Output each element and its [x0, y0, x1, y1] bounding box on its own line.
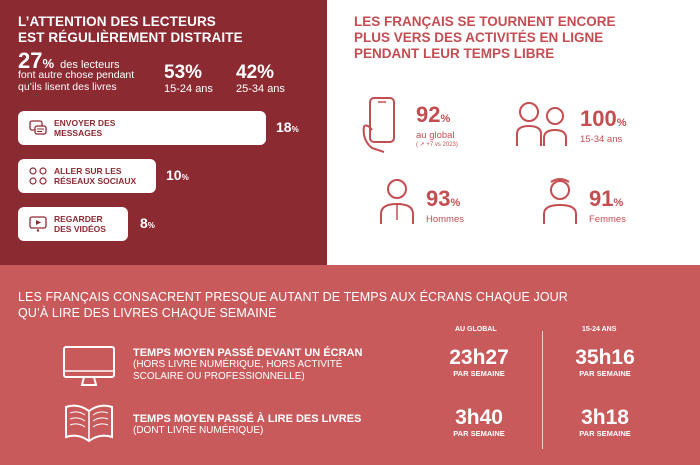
distracted-desc: font autre chose pendant qu’ils lisent d…: [18, 69, 135, 93]
stat-25-34-value: 42%: [236, 62, 275, 83]
reading-time-global-value: 3h40: [455, 406, 503, 429]
screen-time-detail-1: (HORS LIVRE NUMÉRIQUE, HORS ACTIVITÉ: [133, 359, 343, 370]
attention-title-line2: EST RÉGULIÈREMENT DISTRAITE: [18, 30, 243, 45]
distracted-value: 27: [18, 48, 43, 73]
stat-global-value: 92: [416, 102, 441, 127]
bottom-title-line1: LES FRANÇAIS CONSACRENT PRESQUE AUTANT D…: [18, 290, 568, 304]
reading-time-global: 3h40 PAR SEMAINE: [434, 407, 524, 439]
reading-time-15-24-value: 3h18: [581, 406, 629, 429]
distracted-desc-inline: des lecteurs: [60, 59, 120, 71]
monitor-icon: [63, 346, 115, 386]
activity-social: ALLER SUR LES RÉSEAUX SOCIAUX: [18, 159, 156, 193]
videos-unit: %: [147, 221, 155, 230]
videos-label-1: REGARDER: [54, 214, 103, 224]
reading-time-15-24: 3h18 PAR SEMAINE: [560, 407, 650, 439]
screen-time-global-unit: PAR SEMAINE: [453, 369, 505, 378]
stat-15-24: 53% 15-24 ans: [164, 62, 213, 96]
reading-time-15-24-unit: PAR SEMAINE: [579, 429, 631, 438]
online-title-line2: PLUS VERS DES ACTIVITÉS EN LIGNE: [354, 30, 604, 45]
social-label-1: ALLER SUR LES: [54, 166, 122, 176]
stat-15-34-label: 15-34 ans: [580, 134, 623, 145]
online-activities-panel: LES FRANÇAIS SE TOURNENT ENCORE PLUS VER…: [327, 0, 700, 265]
stat-women-label: Femmes: [589, 214, 626, 225]
social-icon: [29, 167, 47, 185]
video-icon: [29, 216, 47, 232]
messages-label-2: MESSAGES: [54, 128, 103, 138]
bottom-title: LES FRANÇAIS CONSACRENT PRESQUE AUTANT D…: [18, 289, 568, 321]
social-value: 10%: [166, 167, 189, 183]
stat-global-label: au global: [416, 130, 455, 141]
messages-label-1: ENVOYER DES: [54, 118, 116, 128]
stat-women-value: 91: [589, 186, 614, 211]
distracted-share: 27% des lecteurs: [18, 50, 119, 76]
activity-messages: ENVOYER DES MESSAGES: [18, 111, 266, 145]
stat-men-unit: %: [450, 197, 461, 209]
young-people-icon: [516, 102, 567, 146]
screen-time-detail-2: SCOLAIRE OU PROFESSIONNELLE): [133, 371, 305, 382]
screen-vs-books-panel: LES FRANÇAIS CONSACRENT PRESQUE AUTANT D…: [0, 265, 700, 465]
attention-panel: L’ATTENTION DES LECTEURS EST RÉGULIÈREME…: [0, 0, 327, 265]
man-icon: [380, 179, 414, 224]
messages-num: 18: [276, 119, 292, 135]
stat-men-label: Hommes: [426, 214, 465, 225]
social-unit: %: [181, 173, 189, 182]
stat-men: 93% Hommes: [426, 186, 465, 226]
screen-time-row: TEMPS MOYEN PASSÉ DEVANT UN ÉCRAN (HORS …: [133, 347, 362, 383]
stat-global-note: ( ↗ +7 vs 2023): [416, 142, 458, 148]
stat-global: 92% au global ( ↗ +7 vs 2023): [416, 102, 458, 149]
attention-title: L’ATTENTION DES LECTEURS EST RÉGULIÈREME…: [18, 14, 243, 46]
online-title-line1: LES FRANÇAIS SE TOURNENT ENCORE: [354, 14, 616, 29]
reading-time-detail-1: (DONT LIVRE NUMÉRIQUE): [133, 425, 264, 436]
screen-time-global-value: 23h27: [449, 346, 509, 369]
attention-title-line1: L’ATTENTION DES LECTEURS: [18, 14, 216, 29]
column-header-global: AU GLOBAL: [455, 326, 497, 333]
screen-time-15-24-value: 35h16: [575, 346, 635, 369]
open-book-icon: [65, 404, 113, 443]
stat-15-34-unit: %: [616, 117, 627, 129]
stat-15-24-label: 15-24 ans: [164, 83, 213, 95]
videos-num: 8: [140, 215, 148, 231]
column-header-15-24: 15-24 ANS: [582, 326, 617, 333]
stat-15-34: 100% 15-34 ans: [580, 106, 627, 146]
reading-time-row: TEMPS MOYEN PASSÉ À LIRE DES LIVRES (DON…: [133, 413, 361, 437]
social-label-2: RÉSEAUX SOCIAUX: [54, 176, 137, 186]
screen-time-global: 23h27 PAR SEMAINE: [434, 347, 524, 379]
stat-men-value: 93: [426, 186, 451, 211]
stat-15-24-value: 53%: [164, 62, 203, 83]
column-divider: [542, 331, 543, 449]
videos-label-2: DES VIDÉOS: [54, 224, 106, 234]
stat-25-34: 42% 25-34 ans: [236, 62, 285, 96]
videos-value: 8%: [140, 215, 155, 231]
activity-videos: REGARDER DES VIDÉOS: [18, 207, 128, 241]
chat-icon: [29, 120, 47, 135]
distracted-unit: %: [42, 56, 55, 71]
screen-time-title: TEMPS MOYEN PASSÉ DEVANT UN ÉCRAN: [133, 347, 363, 359]
screen-time-15-24: 35h16 PAR SEMAINE: [560, 347, 650, 379]
woman-icon: [543, 178, 577, 224]
stat-25-34-label: 25-34 ans: [236, 83, 285, 95]
screen-time-15-24-unit: PAR SEMAINE: [579, 369, 631, 378]
stat-women-unit: %: [613, 197, 624, 209]
smartphone-icon: [362, 97, 395, 153]
messages-unit: %: [291, 125, 299, 134]
online-title: LES FRANÇAIS SE TOURNENT ENCORE PLUS VER…: [354, 14, 616, 62]
bottom-title-line2: QU’À LIRE DES LIVRES CHAQUE SEMAINE: [18, 306, 277, 320]
stat-15-34-value: 100: [580, 106, 617, 131]
reading-time-title: TEMPS MOYEN PASSÉ À LIRE DES LIVRES: [133, 413, 362, 425]
stat-women: 91% Femmes: [589, 186, 626, 226]
reading-time-global-unit: PAR SEMAINE: [453, 429, 505, 438]
messages-value: 18%: [276, 119, 299, 135]
online-title-line3: PENDANT LEUR TEMPS LIBRE: [354, 46, 555, 61]
social-num: 10: [166, 167, 182, 183]
stat-global-unit: %: [440, 113, 451, 125]
